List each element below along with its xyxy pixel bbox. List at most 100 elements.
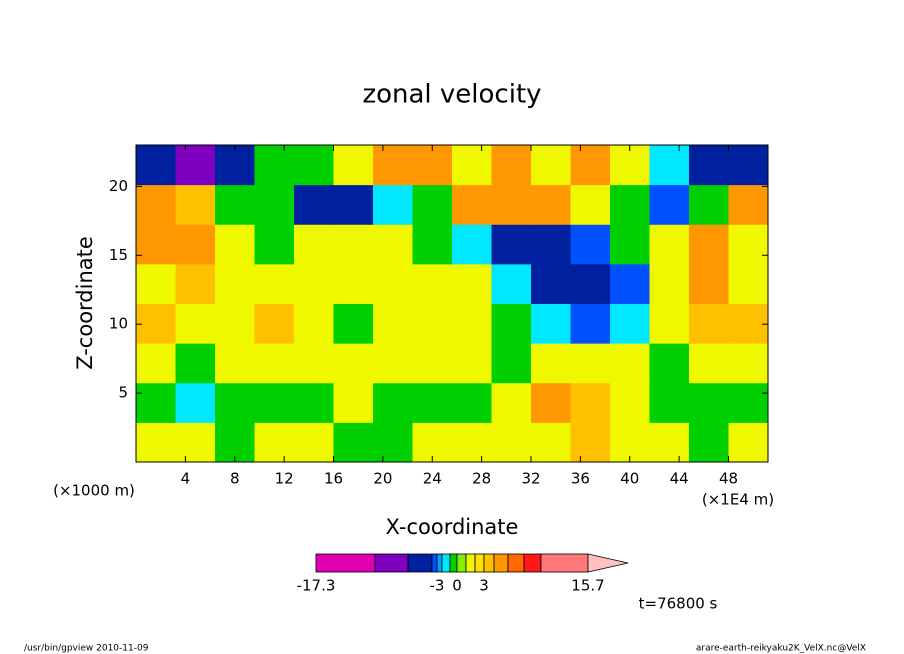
field-cell: [531, 224, 571, 265]
field-cell: [254, 263, 295, 304]
field-cell: [570, 343, 611, 384]
field-cell: [333, 145, 374, 186]
field-cell: [452, 303, 492, 344]
field-cell: [254, 184, 295, 225]
field-cell: [491, 145, 532, 186]
field-cell: [452, 422, 492, 463]
field-cell: [254, 422, 295, 463]
field-cell: [412, 303, 453, 344]
colorbar-segment: [436, 553, 443, 573]
field-cell: [689, 224, 729, 265]
x-tick-label: 48: [719, 470, 738, 488]
field-cell: [649, 184, 690, 225]
field-cell: [531, 145, 571, 186]
time-label: t=76800 s: [639, 595, 718, 613]
colorbar-segment: [493, 553, 509, 573]
field-cell: [610, 184, 650, 225]
field-cell: [570, 263, 611, 304]
x-unit: (×1E4 m): [702, 491, 774, 509]
field-cell: [215, 422, 255, 463]
field-cell: [215, 224, 255, 265]
field-cell: [570, 382, 611, 423]
field-cell: [649, 382, 690, 423]
field-cell: [531, 184, 571, 225]
field-cell: [333, 343, 374, 384]
field-cell: [531, 263, 571, 304]
field-cell: [294, 382, 334, 423]
colorbar-segment: [474, 553, 485, 573]
field-cell: [175, 382, 216, 423]
field-cell: [728, 303, 769, 344]
field-cell: [294, 343, 334, 384]
field-cell: [531, 303, 571, 344]
field-cell: [294, 224, 334, 265]
field-cell: [728, 382, 769, 423]
field-cell: [452, 184, 492, 225]
y-tick-label: 15: [109, 246, 128, 264]
field-cell: [491, 184, 532, 225]
field-cell: [136, 145, 176, 186]
field-cell: [333, 382, 374, 423]
field-cell: [254, 343, 295, 384]
colorbar-segment: [540, 553, 589, 573]
colorbar-segment: [449, 553, 458, 573]
x-tick-label: 8: [230, 470, 240, 488]
field-cell: [215, 184, 255, 225]
colorbar-segment: [456, 553, 467, 573]
footer-left: /usr/bin/gpview 2010-11-09: [24, 644, 149, 654]
field-cell: [728, 184, 769, 225]
colorbar-extension: [587, 553, 629, 573]
colorbar-label: 15.7: [571, 577, 604, 595]
y-axis-label: Z-coordinate: [73, 236, 97, 370]
field-cell: [136, 224, 176, 265]
field-cell: [728, 263, 769, 304]
field-cell: [373, 422, 413, 463]
field-cell: [373, 382, 413, 423]
field-cell: [570, 224, 611, 265]
field-cell: [333, 303, 374, 344]
field-cell: [491, 303, 532, 344]
field-cell: [412, 184, 453, 225]
field-cell: [254, 145, 295, 186]
x-tick-label: 4: [181, 470, 191, 488]
field-cell: [333, 184, 374, 225]
field-cell: [689, 382, 729, 423]
x-tick-label: 24: [423, 470, 442, 488]
field-cell: [175, 303, 216, 344]
field-cell: [412, 263, 453, 304]
field-cell: [649, 343, 690, 384]
field-cell: [175, 224, 216, 265]
colorbar-segment: [523, 553, 542, 573]
footer-right: arare-earth-reikyaku2K_VelX.nc@VelX: [696, 644, 866, 654]
colorbar-segment: [465, 553, 476, 573]
colorbar-segment: [507, 553, 525, 573]
field-cell: [215, 263, 255, 304]
field-cell: [728, 422, 769, 463]
field-cell: [254, 224, 295, 265]
field-cell: [610, 224, 650, 265]
field-cell: [491, 343, 532, 384]
field-cell: [649, 145, 690, 186]
field-cell: [136, 184, 176, 225]
field-cell: [610, 303, 650, 344]
field-cell: [452, 382, 492, 423]
plot-frame: [135, 144, 769, 463]
field-cell: [531, 382, 571, 423]
field-cell: [215, 382, 255, 423]
field-cell: [136, 422, 176, 463]
field-cell: [689, 343, 729, 384]
field-cell: [412, 224, 453, 265]
field-cell: [254, 382, 295, 423]
field-cell: [333, 422, 374, 463]
colorbar-segment: [315, 553, 376, 573]
field-cell: [531, 422, 571, 463]
field-cell: [728, 145, 769, 186]
field-cell: [412, 145, 453, 186]
field-cell: [491, 382, 532, 423]
field-cell: [610, 263, 650, 304]
x-tick-label: 12: [275, 470, 294, 488]
field-cell: [610, 382, 650, 423]
field-cell: [373, 343, 413, 384]
field-cell: [412, 343, 453, 384]
x-tick-label: 36: [571, 470, 590, 488]
